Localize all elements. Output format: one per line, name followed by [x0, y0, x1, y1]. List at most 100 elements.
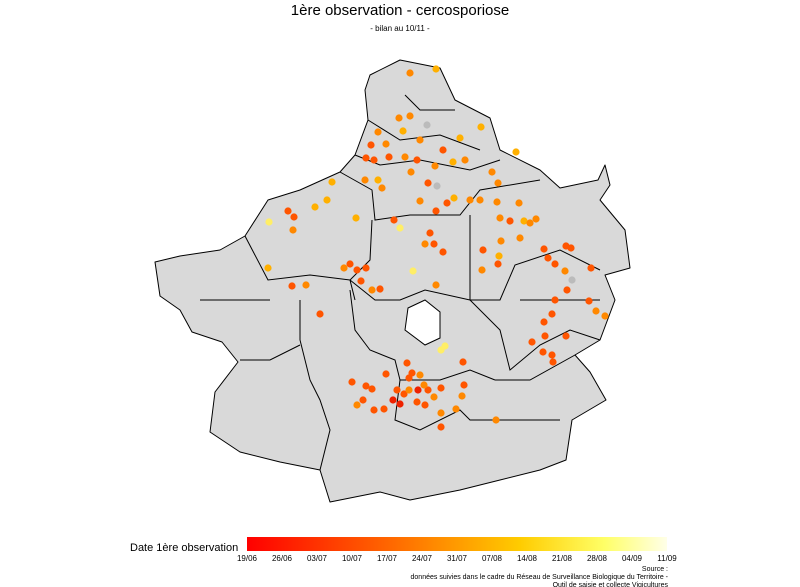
observation-point	[382, 370, 390, 378]
observation-point	[323, 196, 331, 204]
source-line: Outil de saisie et collecte Vigicultures	[553, 582, 669, 587]
observation-point	[497, 237, 505, 245]
observation-point	[437, 423, 445, 431]
observation-point	[416, 136, 424, 144]
observation-point	[432, 65, 440, 73]
observation-point	[370, 406, 378, 414]
observation-point	[302, 281, 310, 289]
observation-point	[452, 405, 460, 413]
observation-point	[348, 378, 356, 386]
legend-tick-label: 17/07	[377, 554, 398, 563]
observation-point	[409, 267, 417, 275]
legend-tick-label: 19/06	[237, 554, 258, 563]
observation-point	[601, 312, 609, 320]
observation-point	[431, 162, 439, 170]
observation-point	[592, 307, 600, 315]
observation-point	[353, 266, 361, 274]
observation-point	[568, 276, 576, 284]
observation-point	[430, 240, 438, 248]
observation-point	[399, 127, 407, 135]
observation-point	[587, 264, 595, 272]
observation-point	[432, 281, 440, 289]
source-line: données suivies dans le cadre du Réseau …	[411, 574, 669, 581]
observation-point	[290, 213, 298, 221]
color-scale	[247, 537, 667, 551]
observation-point	[526, 219, 534, 227]
observation-point	[400, 390, 408, 398]
observation-point	[506, 217, 514, 225]
observation-point	[289, 226, 297, 234]
observation-point	[541, 332, 549, 340]
observation-point	[561, 267, 569, 275]
observation-point	[439, 146, 447, 154]
observation-point	[374, 176, 382, 184]
observation-point	[414, 386, 422, 394]
legend-tick-label: 11/09	[657, 554, 677, 563]
legend-ticks: 19/06 26/06 03/07 10/07 17/07 24/07 31/07 07/08…	[237, 554, 677, 563]
observation-point	[544, 254, 552, 262]
observation-point	[403, 359, 411, 367]
observation-point	[401, 153, 409, 161]
observation-point	[416, 371, 424, 379]
legend-tick-label: 07/08	[482, 554, 503, 563]
observation-point	[456, 134, 464, 142]
observation-point	[407, 168, 415, 176]
observation-point	[512, 148, 520, 156]
observation-point	[396, 224, 404, 232]
observation-point	[352, 214, 360, 222]
observation-point	[540, 318, 548, 326]
observation-point	[562, 332, 570, 340]
observation-point	[380, 405, 388, 413]
map	[154, 59, 631, 503]
legend-tick-label: 10/07	[342, 554, 363, 563]
observation-point	[385, 153, 393, 161]
observation-point	[532, 215, 540, 223]
observation-point	[389, 396, 397, 404]
subtitle: - bilan au 10/11 -	[370, 24, 430, 33]
observation-point	[362, 154, 370, 162]
observation-point	[551, 296, 559, 304]
observation-point	[458, 392, 466, 400]
observation-point	[567, 244, 575, 252]
observation-point	[515, 199, 523, 207]
legend-tick-label: 24/07	[412, 554, 433, 563]
observation-point	[421, 401, 429, 409]
legend-tick-label: 14/08	[517, 554, 538, 563]
observation-point	[461, 156, 469, 164]
observation-point	[359, 396, 367, 404]
observation-point	[479, 246, 487, 254]
observation-point	[432, 207, 440, 215]
observation-point	[382, 140, 390, 148]
observation-point	[450, 194, 458, 202]
source: Source :données suivies dans le cadre du…	[411, 566, 669, 587]
observation-point	[374, 128, 382, 136]
observation-points	[264, 65, 609, 431]
observation-point	[430, 393, 438, 401]
observation-point	[396, 400, 404, 408]
observation-point	[437, 384, 445, 392]
observation-point	[549, 358, 557, 366]
observation-point	[357, 277, 365, 285]
legend-tick-label: 31/07	[447, 554, 468, 563]
observation-point	[346, 260, 354, 268]
observation-point	[368, 286, 376, 294]
observation-point	[288, 282, 296, 290]
observation-point	[368, 385, 376, 393]
legend-tick-label: 04/09	[622, 554, 643, 563]
observation-point	[421, 240, 429, 248]
observation-point	[466, 196, 474, 204]
observation-point	[492, 416, 500, 424]
observation-point	[406, 69, 414, 77]
observation-point	[264, 264, 272, 272]
observation-point	[311, 203, 319, 211]
enclave-hole	[404, 299, 441, 346]
observation-point	[426, 229, 434, 237]
observation-point	[362, 382, 370, 390]
observation-point	[540, 245, 548, 253]
observation-point	[449, 158, 457, 166]
legend-tick-label: 28/08	[587, 554, 608, 563]
observation-point	[378, 184, 386, 192]
observation-point	[390, 216, 398, 224]
legend-label: Date 1ère observation	[130, 542, 238, 554]
observation-point	[413, 156, 421, 164]
